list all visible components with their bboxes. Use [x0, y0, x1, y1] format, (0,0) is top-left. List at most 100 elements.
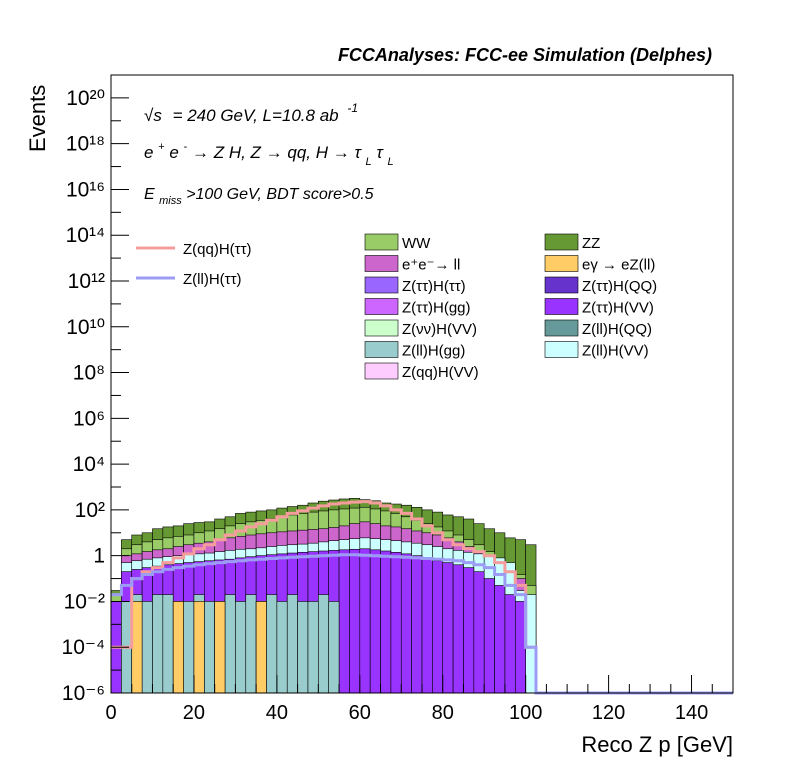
y-tick-label: 10⁻⁶ [62, 682, 105, 705]
y-tick-label: 10¹⁰ [66, 316, 105, 339]
y-tick-label: 10² [75, 499, 105, 522]
bar [421, 557, 433, 694]
bar [276, 601, 288, 694]
bar [411, 555, 423, 694]
legend-label: Z(ll)H(gg) [402, 343, 465, 360]
legend-swatch [364, 319, 399, 337]
annotation-block: √s = 240 GeV, L=10.8 ab -1 e + e - → Z H… [144, 101, 394, 207]
annotation-cut: >100 GeV, BDT score>0.5 [186, 186, 373, 203]
histogram-stack [110, 498, 537, 694]
bar [152, 594, 164, 694]
bar [266, 594, 278, 694]
annotation-process-sub2: L [388, 156, 394, 168]
bar [400, 553, 412, 694]
legend-label: WW [402, 235, 431, 252]
x-tick-label: 120 [592, 702, 625, 724]
legend-swatch [544, 233, 579, 251]
legend-label: Z(ττ)H(VV) [582, 300, 654, 317]
legend-swatch [544, 276, 579, 294]
bar [369, 549, 381, 694]
annotation-sqrt-s: √s [144, 106, 162, 125]
bar [432, 560, 444, 694]
annotation-energy: = 240 GeV, L=10.8 ab [173, 106, 339, 125]
x-tick-label: 140 [675, 702, 708, 724]
x-tick-label: 40 [266, 702, 288, 724]
y-tick-label: 10⁻² [64, 590, 105, 613]
bar [442, 562, 454, 694]
svg-text:e + e -: e + e - → Z H, Z → qq, H → τ L τ L [144, 135, 394, 169]
y-tick-label: 10⁴ [73, 453, 105, 476]
bar [504, 594, 516, 694]
annotation-process: → Z H, Z → qq, H → τ [192, 143, 362, 162]
legend-swatch [364, 298, 399, 315]
bar [380, 550, 392, 694]
x-tick-label: 20 [183, 702, 205, 724]
bar [473, 571, 485, 694]
legend-swatch [364, 362, 399, 380]
spike-bar [193, 601, 205, 694]
bar [307, 601, 319, 694]
x-tick-label: 100 [509, 702, 542, 724]
bar [338, 549, 350, 694]
x-axis-label: Reco Z p [GeV] [581, 732, 733, 757]
annotation-process-plus: + [158, 141, 164, 153]
y-axis-label: Events [25, 85, 50, 152]
bar [318, 594, 330, 694]
legend-label: Z(νν)H(VV) [402, 321, 477, 338]
legend-swatch [544, 341, 579, 358]
legend: Z(qq)H(ττ) Z(ll)H(ττ) WW ZZ e⁺e⁻→ ll eγ → eZ(… [136, 233, 657, 381]
bar [525, 594, 537, 694]
bar [390, 552, 402, 694]
x-axis: 0 20 40 60 80 100 120 140 [105, 675, 734, 724]
legend-swatch [544, 319, 579, 337]
x-tick-label: 60 [349, 702, 371, 724]
legend-swatch [364, 255, 399, 272]
bar [483, 578, 495, 694]
y-tick-label: 10⁶ [73, 407, 105, 430]
y-tick-label: 1 [93, 545, 105, 568]
legend-label: Z(ττ)H(gg) [402, 300, 471, 317]
svg-text:√s = 240 GeV, L=10.8 ab: √s = 240 GeV, L=10.8 ab -1 [144, 101, 358, 125]
legend-swatch [364, 233, 399, 251]
legend-swatch [544, 298, 579, 315]
bar [463, 567, 475, 694]
stack-z-ll-h-gg [121, 594, 340, 694]
y-tick-label: 10¹⁴ [66, 224, 105, 247]
spike-bar [172, 601, 184, 694]
bar [452, 564, 464, 694]
legend-label: ZZ [582, 235, 600, 252]
y-tick-label: 10¹² [68, 270, 105, 293]
annotation-process-sub1: L [366, 156, 372, 168]
y-tick-label: 10²⁰ [66, 87, 105, 110]
x-tick-label: 0 [105, 702, 116, 724]
y-tick-label: 10⁸ [73, 362, 105, 385]
bar [297, 601, 309, 694]
bar [245, 594, 257, 694]
annotation-process-tau2: τ [376, 143, 384, 162]
y-tick-label: 10¹⁸ [66, 133, 105, 156]
x-tick-label: 80 [432, 702, 454, 724]
annotation-cut-sub: miss [159, 195, 182, 207]
bar [328, 601, 340, 694]
spike-bar [214, 601, 226, 694]
bar [286, 594, 298, 694]
bar [162, 594, 174, 694]
y-axis: 10⁻⁶ 10⁻⁴ 10⁻² 1 10² 10⁴ 10⁶ 10⁸ 10¹⁰ 10¹² 10¹⁴ 10¹… [62, 74, 129, 705]
bar [359, 548, 371, 694]
legend-swatch [544, 255, 579, 272]
legend-label: Z(ll)H(VV) [582, 343, 649, 360]
legend-label: eγ → eZ(ll) [582, 257, 655, 274]
annotation-lumi-exp: -1 [347, 101, 358, 115]
bar [514, 601, 526, 694]
bar [494, 585, 506, 694]
y-tick-label: 10⁻⁴ [62, 636, 105, 659]
legend-swatch [364, 341, 399, 358]
bar [141, 601, 153, 694]
bar [224, 594, 236, 694]
legend-label: Z(ττ)H(QQ) [582, 278, 657, 295]
legend-label: e⁺e⁻→ ll [402, 257, 460, 274]
legend-label: Z(ττ)H(ττ) [402, 278, 466, 295]
spike-bar [131, 601, 143, 694]
bar [349, 548, 361, 694]
